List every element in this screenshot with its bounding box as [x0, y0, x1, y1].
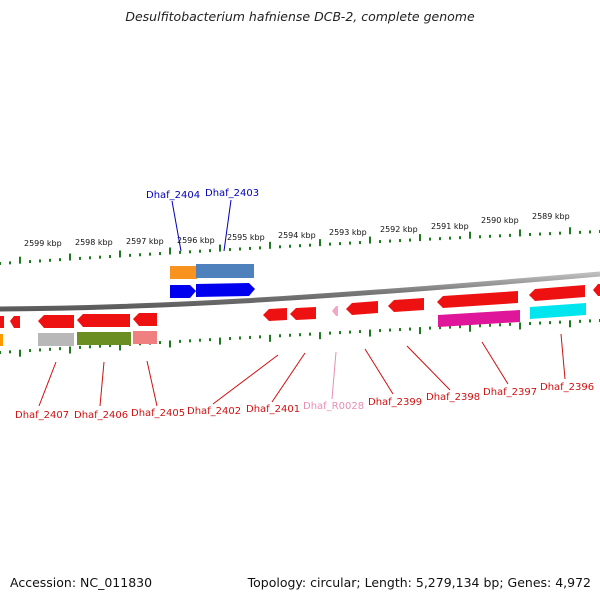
label-dhaf-2396[interactable]: Dhaf_2396: [540, 382, 594, 393]
scale-label-2591: 2591 kbp: [431, 222, 469, 231]
label-dhaf-2399[interactable]: Dhaf_2399: [368, 397, 422, 408]
gene-dhaf-2399[interactable]: [346, 301, 378, 315]
label-dhaf-r0028[interactable]: Dhaf_R0028: [303, 401, 364, 412]
leader-dhaf-2396: [560, 333, 566, 380]
gene-dhaf-2404[interactable]: [170, 285, 196, 298]
scale-label-2598: 2598 kbp: [75, 238, 113, 247]
leader-dhaf-2399: [364, 348, 394, 395]
scale-label-2599: 2599 kbp: [24, 239, 62, 248]
gene-dhaf-2397[interactable]: [437, 291, 518, 308]
cog-dhaf-2406: [77, 332, 131, 345]
scale-label-2592: 2592 kbp: [380, 225, 418, 234]
gene-left-edge-1: [0, 316, 4, 328]
leader-dhaf-2405: [146, 360, 158, 407]
label-dhaf-2401[interactable]: Dhaf_2401: [246, 404, 300, 415]
gene-dhaf-2407[interactable]: [38, 315, 74, 328]
leader-dhaf-2397: [481, 341, 509, 385]
label-dhaf-2406[interactable]: Dhaf_2406: [74, 410, 128, 421]
accession-text: Accession: NC_011830: [10, 575, 153, 590]
leader-dhaf-2403: [223, 199, 232, 252]
genome-backbone: [0, 271, 600, 312]
cog-dhaf-2405: [133, 331, 157, 344]
gene-dhaf-2405[interactable]: [133, 313, 157, 326]
scale-label-2589: 2589 kbp: [532, 212, 570, 221]
scale-label-2590: 2590 kbp: [481, 216, 519, 225]
gene-dhaf-2404-cog[interactable]: [170, 266, 197, 279]
leader-dhaf-2404: [171, 200, 182, 252]
scale-label-2596: 2596 kbp: [177, 236, 215, 245]
leader-dhaf-2402: [212, 354, 279, 405]
leader-dhaf-2401: [271, 352, 306, 403]
leader-dhaf-r0028: [331, 351, 337, 400]
gene-dhaf-2398[interactable]: [388, 298, 424, 312]
label-dhaf-2398[interactable]: Dhaf_2398: [426, 392, 480, 403]
cog-left-edge: [0, 334, 3, 346]
outer-scale-ticks: [0, 227, 600, 265]
gene-dhaf-2396[interactable]: [529, 285, 585, 301]
inner-scale-ticks: [0, 319, 600, 357]
gene-dhaf-2403-cog[interactable]: [196, 264, 254, 278]
gene-dhaf-2401[interactable]: [290, 307, 316, 320]
cog-dhaf-2407: [38, 333, 74, 346]
label-dhaf-2407[interactable]: Dhaf_2407: [15, 410, 69, 421]
gene-dhaf-2406[interactable]: [77, 314, 130, 327]
cog-dhaf-2396: [530, 303, 586, 319]
gene-dhaf-r0028[interactable]: [332, 306, 338, 316]
cog-dhaf-2398: [438, 310, 520, 327]
label-dhaf-2405[interactable]: Dhaf_2405: [131, 408, 185, 419]
leader-dhaf-2406: [99, 361, 105, 407]
scale-label-2594: 2594 kbp: [278, 231, 316, 240]
gene-left-edge-2: [10, 316, 20, 328]
label-dhaf-2403[interactable]: Dhaf_2403: [205, 188, 259, 199]
label-dhaf-2402[interactable]: Dhaf_2402: [187, 406, 241, 417]
page-title: Desulfitobacterium hafniense DCB-2, comp…: [125, 9, 475, 24]
gene-right-edge: [593, 284, 600, 296]
topology-text: Topology: circular; Length: 5,279,134 bp…: [247, 575, 591, 590]
gene-dhaf-2402[interactable]: [263, 308, 287, 321]
scale-label-2597: 2597 kbp: [126, 237, 164, 246]
label-dhaf-2404[interactable]: Dhaf_2404: [146, 190, 200, 201]
leader-dhaf-2407: [38, 361, 57, 407]
scale-label-2595: 2595 kbp: [227, 233, 265, 242]
gene-dhaf-2403[interactable]: [196, 283, 255, 297]
leader-dhaf-2398: [406, 345, 451, 391]
label-dhaf-2397[interactable]: Dhaf_2397: [483, 387, 537, 398]
scale-label-2593: 2593 kbp: [329, 228, 367, 237]
